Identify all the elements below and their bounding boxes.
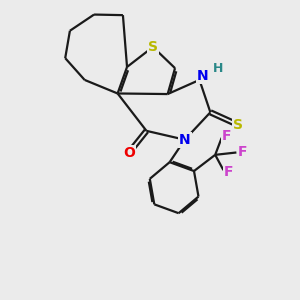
Text: F: F xyxy=(238,145,248,159)
Text: N: N xyxy=(179,133,190,147)
Text: S: S xyxy=(148,40,158,54)
Text: O: O xyxy=(123,146,135,160)
Text: F: F xyxy=(224,165,233,178)
Text: F: F xyxy=(222,129,232,143)
Text: N: N xyxy=(197,69,209,83)
Text: H: H xyxy=(212,62,223,75)
Text: S: S xyxy=(233,118,243,132)
